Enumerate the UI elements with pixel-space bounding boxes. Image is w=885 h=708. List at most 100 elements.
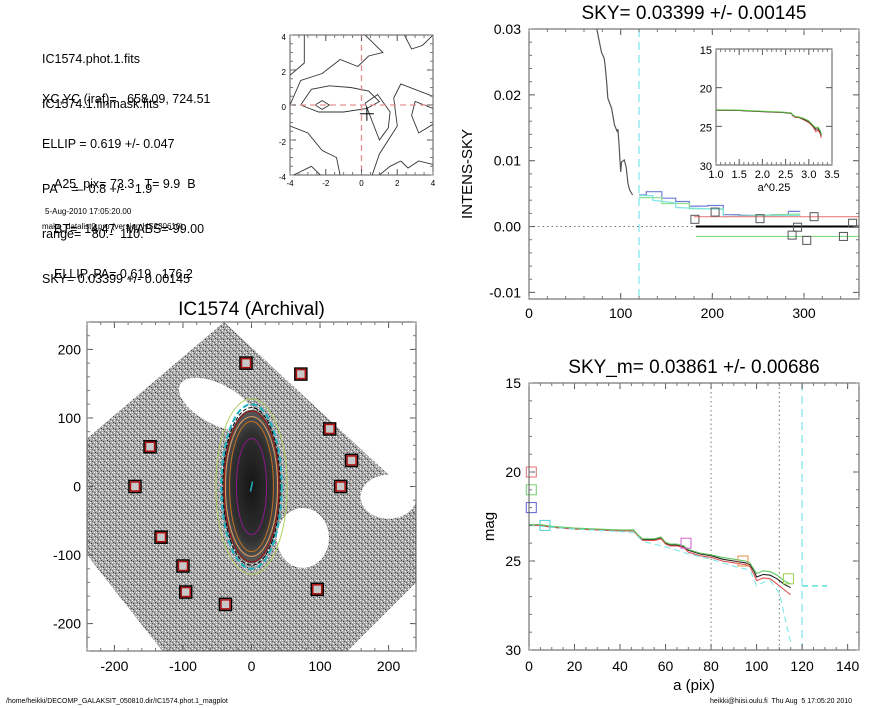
y-tick-label: 2 xyxy=(282,68,287,77)
x-tick-label: 140 xyxy=(836,658,860,674)
isophote-ellipse xyxy=(220,403,283,570)
y-tick-label: 0.03 xyxy=(494,21,521,37)
contour-line xyxy=(379,160,401,175)
y-tick-label: 15 xyxy=(505,375,521,391)
sky-box-outer xyxy=(176,559,190,573)
galaxy-image-plot: IC1574 (Archival) -200 -100 0 100 200 -200 -100… xyxy=(53,299,417,674)
y-tick-label: 20 xyxy=(505,464,521,480)
y-tick-label: 200 xyxy=(58,341,82,357)
mask-blob xyxy=(178,377,256,431)
x-tick-label: 0 xyxy=(248,658,256,674)
y-tick-label: 0.00 xyxy=(494,219,521,235)
x-tick-label: 0 xyxy=(525,305,533,321)
x-tick-label: 100 xyxy=(308,658,332,674)
profile-marker xyxy=(525,502,537,514)
sky-box-outer xyxy=(218,597,233,612)
footer-user-stamp: heikki@hiisi.oulu.fi Thu Aug 5 17:05:20 … xyxy=(710,698,853,705)
x-tick-label: 4 xyxy=(431,179,436,188)
x-tick-label: 0 xyxy=(359,179,364,188)
sky-box-inner xyxy=(177,560,189,572)
sky-sample-square xyxy=(802,235,812,245)
x-tick-label: 1.5 xyxy=(732,169,747,181)
mag-profile-plot: SKY_m= 0.03861 +/- 0.00686 mag a (pix) 0 20 4… xyxy=(481,357,860,694)
param-range: range= 80.- 110. xyxy=(42,227,144,241)
info-date: 5-Aug-2010 17:05:20.00 xyxy=(45,207,132,216)
mask-blob xyxy=(276,507,329,568)
y-tick-label: -0.01 xyxy=(489,284,521,300)
y-tick-label: 30 xyxy=(505,642,521,658)
file-mask: IC1574.1.finmask.fits xyxy=(42,97,159,111)
chart-title: SKY= 0.03399 +/- 0.00145 xyxy=(581,3,806,24)
param-pa: PA = 0.8 +/- 1.9 xyxy=(42,182,153,196)
sky-sample-square xyxy=(809,212,819,222)
isophote-ellipse xyxy=(224,416,279,557)
y-tick-label: -100 xyxy=(53,547,81,563)
contour-line xyxy=(411,100,433,134)
x-tick-label: 200 xyxy=(377,658,401,674)
isophote-ellipse xyxy=(222,407,281,566)
contour-plot: -4 -2 0 2 4 -4 -2 0 2 4 xyxy=(279,33,436,188)
result-ellip-pa: ELLIP, PA= 0.619 176.2 xyxy=(54,267,193,281)
sky-box-outer xyxy=(178,585,193,599)
contour-line xyxy=(290,35,305,76)
y-tick-label: 0 xyxy=(73,479,81,495)
sky-box-outer xyxy=(239,356,253,370)
image-content xyxy=(87,322,416,651)
sky-sample-square xyxy=(848,218,858,228)
chart-title: SKY_m= 0.03861 +/- 0.00686 xyxy=(568,357,819,378)
sky-sample-square xyxy=(710,207,720,217)
y-tick-label: 0.01 xyxy=(494,153,521,169)
sky-box-inner xyxy=(335,481,346,492)
sky-box-inner xyxy=(312,584,323,595)
contour-line xyxy=(371,83,433,175)
x-tick-label: 200 xyxy=(701,305,725,321)
sky-sample-square xyxy=(787,230,797,240)
sky-sample-square xyxy=(838,231,848,241)
sky-box-outer xyxy=(310,582,325,597)
sky-box-inner xyxy=(129,481,141,492)
file-phot: IC1574.phot.1.fits xyxy=(42,52,140,66)
x-tick-label: -100 xyxy=(169,658,197,674)
sky-sample-square xyxy=(793,222,803,232)
x-tick-label: 0 xyxy=(525,658,533,674)
sky-box-inner xyxy=(144,441,156,452)
info-results: A25_pix= 73.3 T= 9.9 B BT= 14.47 MABS=-9… xyxy=(54,147,204,297)
info-params: XC,YC (iraf)= 658.09, 724.51 ELLIP = 0.6… xyxy=(42,62,211,302)
contour-line xyxy=(290,125,341,175)
isophote-ellipse xyxy=(223,410,280,563)
result-a25: A25_pix= 73.3 T= 9.9 B xyxy=(54,177,196,191)
center-pa-marker xyxy=(249,481,254,492)
y-tick-label: 25 xyxy=(505,553,521,569)
y-tick-label: 4 xyxy=(282,33,287,42)
y-axis-label: mag xyxy=(481,512,498,541)
contour-line xyxy=(290,35,384,106)
y-tick-label: 0.02 xyxy=(494,87,521,103)
sky-box-inner xyxy=(220,599,231,610)
x-tick-label: 3.5 xyxy=(824,169,839,181)
profile-marker xyxy=(737,555,749,567)
y-tick-label: 100 xyxy=(58,410,82,426)
x-tick-label: 3.0 xyxy=(801,169,816,181)
mask-corner xyxy=(87,555,163,651)
x-tick-label: -200 xyxy=(100,658,128,674)
contour-line xyxy=(364,93,391,141)
series-green xyxy=(529,523,791,585)
series-red xyxy=(529,524,792,596)
series-step-green xyxy=(639,197,801,218)
inset-x-axis-label: a^0.25 xyxy=(758,182,791,194)
param-sky: SKY= 0.03399 +/- 0.00145 xyxy=(42,272,191,286)
sky-box-inner xyxy=(155,531,167,543)
profile-marker xyxy=(539,519,551,531)
contour-line xyxy=(403,35,433,50)
sky-box-outer xyxy=(294,367,308,381)
x-tick-label: 1.0 xyxy=(708,169,723,181)
profile-marker xyxy=(782,573,794,585)
sky-box-outer xyxy=(128,479,142,494)
mask-blob xyxy=(360,474,416,519)
sky-box-inner xyxy=(240,357,252,369)
series-profile xyxy=(596,28,634,196)
profile-marker xyxy=(525,466,537,478)
contour-lines xyxy=(290,35,433,175)
x-tick-label: 20 xyxy=(567,658,583,674)
sky-sample-square xyxy=(755,214,765,224)
